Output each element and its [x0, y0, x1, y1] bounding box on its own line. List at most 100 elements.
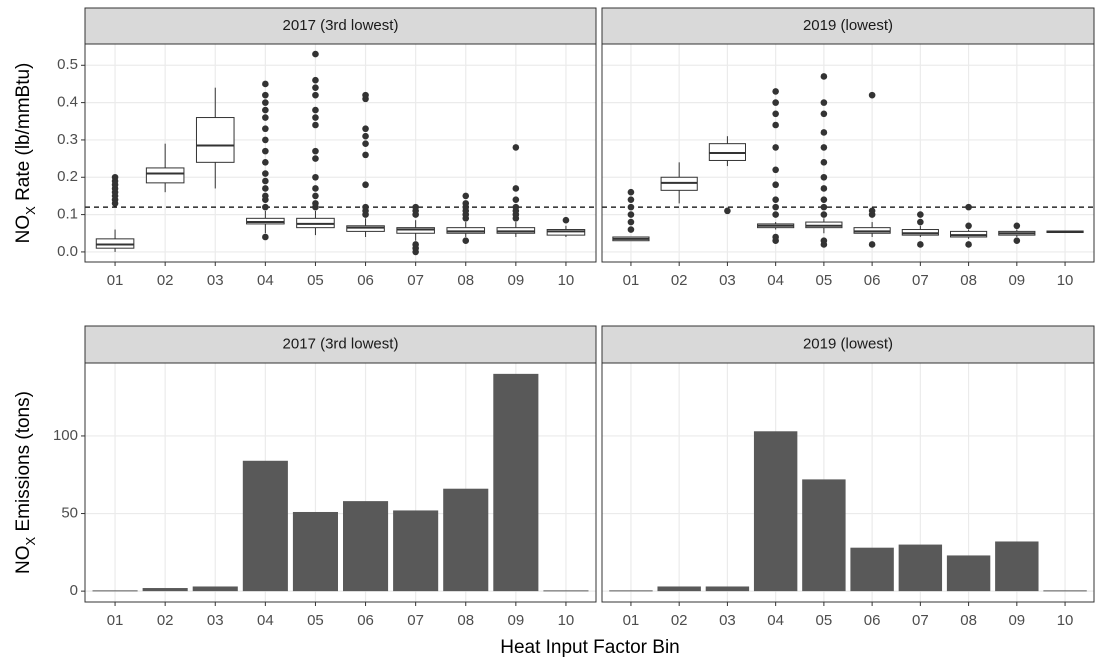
- y-axis-title-part: Rate (lb/mmBtu): [13, 63, 34, 207]
- outlier: [772, 203, 779, 211]
- panel-border: [84, 362, 597, 603]
- x-tick-label: 07: [912, 612, 929, 629]
- y-tick-label: 0.0: [57, 243, 78, 260]
- outlier: [312, 147, 319, 155]
- bar: [192, 586, 238, 592]
- y-tick-label: 0.5: [57, 56, 78, 73]
- y-axis-title-part: NO: [13, 545, 34, 574]
- x-tick-label: 10: [558, 272, 575, 289]
- panel-background: [85, 44, 596, 262]
- x-tick-label: 09: [1008, 612, 1025, 629]
- outlier: [512, 203, 520, 211]
- outlier: [312, 76, 319, 84]
- outlier: [462, 237, 470, 245]
- outlier: [965, 222, 972, 230]
- x-tick-label: 03: [719, 612, 736, 629]
- box: [195, 117, 235, 163]
- panel-background: [602, 44, 1094, 262]
- outlier: [772, 196, 779, 203]
- x-tick-label: 06: [357, 272, 374, 289]
- outlier: [917, 241, 924, 248]
- outlier: [262, 125, 269, 133]
- x-tick-label: 08: [960, 272, 977, 289]
- outlier: [362, 140, 369, 147]
- outlier: [312, 84, 319, 91]
- x-tick-label: 06: [357, 612, 374, 629]
- outlier: [362, 181, 369, 189]
- outlier: [627, 203, 635, 211]
- outlier: [868, 207, 876, 215]
- outlier: [111, 173, 119, 181]
- x-tick-label: 05: [816, 612, 833, 629]
- outlier: [772, 99, 779, 106]
- outlier: [772, 110, 779, 118]
- strip-background: [84, 7, 597, 45]
- bar: [493, 373, 539, 592]
- y-tick-label: 0.3: [57, 131, 78, 148]
- y-axis-title-part: X: [23, 536, 38, 545]
- bar: [242, 460, 288, 592]
- y-tick-label: 0.4: [57, 94, 78, 111]
- outlier: [412, 241, 419, 248]
- x-tick-label: 06: [864, 612, 881, 629]
- panel-border: [601, 43, 1095, 263]
- outlier: [262, 233, 269, 241]
- bar: [92, 590, 138, 592]
- outlier: [312, 50, 319, 58]
- outlier: [820, 173, 828, 181]
- box: [145, 167, 185, 184]
- outlier: [772, 181, 779, 189]
- outlier: [312, 121, 319, 129]
- bar: [898, 544, 943, 592]
- strip-background: [84, 325, 597, 364]
- outlier: [312, 200, 319, 207]
- x-tick-label: 09: [507, 612, 524, 629]
- outlier: [772, 144, 779, 151]
- outlier: [262, 114, 269, 121]
- x-tick-label: 07: [912, 272, 929, 289]
- outlier: [312, 91, 319, 99]
- outlier: [868, 91, 876, 99]
- x-tick-label: 05: [816, 272, 833, 289]
- x-tick-label: 02: [157, 272, 174, 289]
- outlier: [820, 196, 828, 203]
- bar: [443, 488, 489, 592]
- outlier: [262, 136, 269, 144]
- outlier: [820, 99, 828, 106]
- outlier: [312, 155, 319, 162]
- outlier: [262, 91, 269, 99]
- x-tick-label: 04: [257, 272, 274, 289]
- x-tick-label: 08: [457, 272, 474, 289]
- x-tick-label: 03: [207, 272, 224, 289]
- y-tick-label: 100: [53, 427, 78, 444]
- outlier: [772, 88, 779, 95]
- strip-title: 2019 (lowest): [803, 335, 893, 352]
- bar: [543, 590, 589, 592]
- y-axis-title-part: NO: [13, 215, 34, 244]
- outlier: [262, 170, 269, 177]
- x-tick-label: 09: [1008, 272, 1025, 289]
- outlier: [820, 211, 828, 218]
- x-tick-label: 04: [767, 612, 784, 629]
- outlier: [312, 173, 319, 181]
- outlier: [262, 177, 269, 185]
- outlier: [1013, 222, 1021, 230]
- bar: [343, 501, 389, 592]
- outlier: [627, 188, 635, 196]
- outlier: [362, 151, 369, 159]
- outlier: [262, 159, 269, 166]
- outlier: [772, 211, 779, 218]
- x-axis-title: Heat Input Factor Bin: [500, 637, 680, 658]
- y-tick-label: 0: [70, 582, 78, 599]
- x-tick-label: 01: [623, 272, 640, 289]
- outlier: [262, 106, 269, 114]
- y-tick-label: 0.1: [57, 206, 78, 223]
- outlier: [262, 203, 269, 211]
- y-axis-title-part: Emissions (tons): [13, 391, 34, 537]
- outlier: [362, 203, 369, 211]
- outlier: [820, 237, 828, 245]
- outlier: [562, 216, 570, 224]
- y-axis-title: NOX Emissions (tons): [13, 391, 38, 574]
